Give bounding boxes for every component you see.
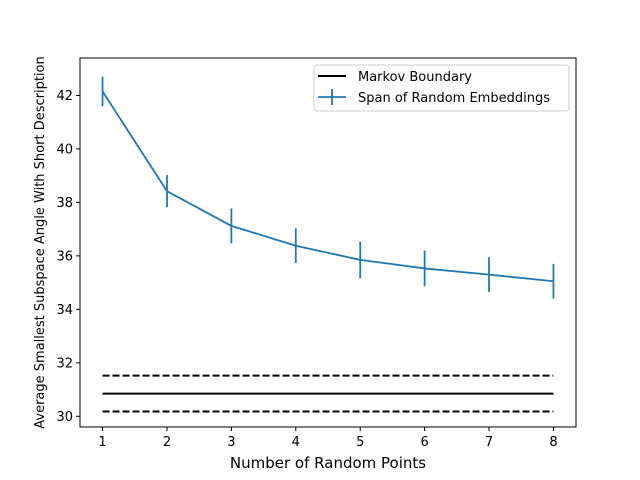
x-tick-label: 4	[292, 435, 300, 450]
y-axis-label: Average Smallest Subspace Angle With Sho…	[33, 56, 48, 428]
legend: Markov Boundary Span of Random Embedding…	[313, 64, 570, 112]
y-tick-label: 38	[56, 196, 73, 211]
x-tick-label: 2	[163, 435, 171, 450]
x-tick-label: 5	[356, 435, 364, 450]
legend-random-embeddings-label: Span of Random Embeddings	[358, 91, 550, 106]
x-tick-label: 3	[227, 435, 235, 450]
legend-box	[313, 64, 570, 112]
x-tick-label: 7	[485, 435, 493, 450]
x-axis-label: Number of Random Points	[230, 454, 426, 472]
x-axis: 1 2 3 4 5 6 7 8	[98, 427, 558, 450]
y-tick-label: 32	[56, 356, 73, 371]
y-tick-label: 42	[56, 89, 73, 104]
y-tick-label: 40	[56, 142, 73, 157]
axes-frame	[79, 57, 577, 428]
x-tick-label: 1	[98, 435, 106, 450]
x-tick-label: 6	[420, 435, 428, 450]
y-tick-label: 36	[56, 249, 73, 264]
x-tick-label: 8	[549, 435, 557, 450]
plot-area	[79, 57, 577, 428]
legend-markov-boundary-label: Markov Boundary	[358, 70, 472, 85]
series-line	[101, 90, 554, 283]
y-axis: 30 32 34 36 38 40 42	[56, 89, 80, 425]
y-tick-label: 30	[56, 410, 73, 425]
y-tick-label: 34	[56, 303, 73, 318]
